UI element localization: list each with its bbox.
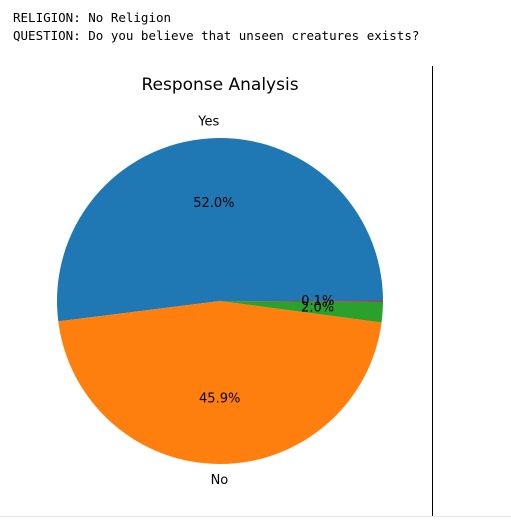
pie-slice-no	[58, 301, 382, 464]
pie-slice-yes	[57, 138, 384, 322]
pie-pct-label: 45.9%	[199, 391, 240, 406]
bottom-rule	[0, 516, 511, 517]
pie-slice-slice-3	[220, 301, 383, 323]
question-line: QUESTION: Do you believe that unseen cre…	[13, 28, 420, 43]
output-text: RELIGION: No Religion QUESTION: Do you be…	[13, 9, 419, 45]
pie-category-label: No	[211, 473, 229, 488]
pie-pct-label: 2.0%	[301, 300, 334, 315]
chart-title: Response Analysis	[141, 75, 298, 95]
pie-pct-label: 0.1%	[301, 294, 334, 309]
pie-category-label: Yes	[197, 115, 219, 130]
religion-line: RELIGION: No Religion	[13, 10, 172, 25]
pie-pct-label: 52.0%	[193, 196, 234, 211]
pie-slice-slice-4	[220, 301, 383, 303]
output-divider	[432, 66, 433, 517]
